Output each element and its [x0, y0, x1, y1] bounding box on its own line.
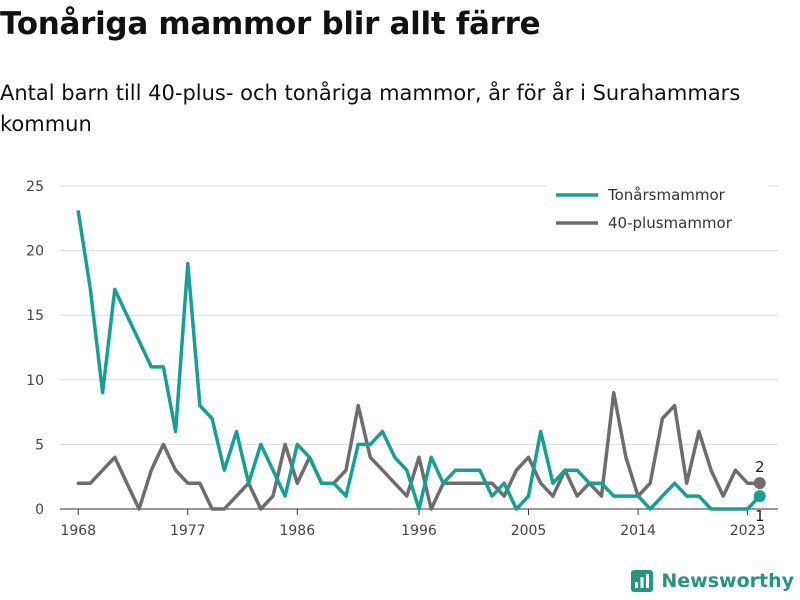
legend-label-forty: 40-plusmammor: [608, 214, 733, 232]
x-tick-label: 1977: [170, 523, 206, 539]
x-tick-label: 1996: [401, 523, 437, 539]
y-tick-label: 25: [26, 179, 44, 195]
y-tick-label: 15: [26, 308, 44, 324]
end-label-teen: 1: [755, 507, 765, 525]
y-tick-label: 5: [35, 437, 44, 453]
y-tick-label: 10: [26, 373, 44, 389]
x-tick-label: 1986: [279, 523, 315, 539]
y-tick-label: 20: [26, 244, 44, 260]
newsworthy-icon: [631, 570, 654, 592]
x-tick-label: 1968: [60, 523, 96, 539]
x-tick-label: 2023: [730, 523, 766, 539]
legend-label-teen: Tonårsmammor: [607, 186, 726, 204]
end-point-teen: [753, 490, 766, 503]
chart-title: Tonåriga mammor blir allt färre: [0, 6, 541, 42]
brand-name: Newsworthy: [661, 570, 794, 592]
x-tick-label: 2014: [620, 523, 656, 539]
x-tick-label: 2005: [511, 523, 547, 539]
series-line-teen: [76, 210, 762, 511]
y-tick-label: 0: [35, 502, 44, 518]
end-point-forty: [753, 477, 766, 490]
series-line-forty: [76, 390, 762, 511]
brand-logo: Newsworthy: [631, 570, 794, 592]
legend-background: [546, 180, 768, 238]
chart-subtitle: Antal barn till 40-plus- och tonåriga ma…: [0, 81, 741, 136]
end-label-forty: 2: [755, 458, 765, 476]
